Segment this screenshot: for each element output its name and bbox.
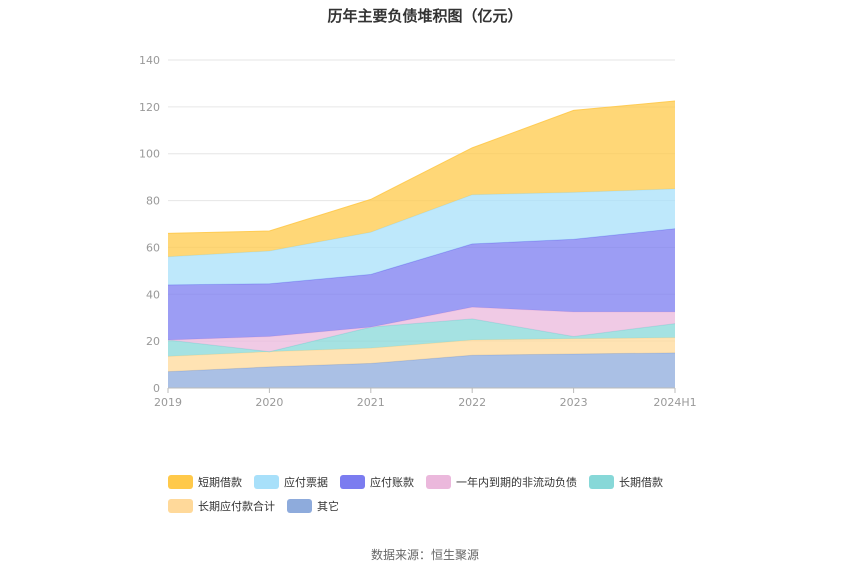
y-tick-label: 120 xyxy=(139,101,160,114)
source-note: 数据来源：恒生聚源 xyxy=(371,547,479,562)
chart-title: 历年主要负债堆积图（亿元） xyxy=(327,7,522,25)
y-tick-label: 100 xyxy=(139,148,160,161)
legend-swatch xyxy=(168,499,193,513)
legend-swatch xyxy=(589,475,614,489)
legend-swatch xyxy=(168,475,193,489)
legend-item[interactable]: 应付票据 xyxy=(254,475,328,489)
legend-item[interactable]: 其它 xyxy=(287,499,339,513)
legend-swatch xyxy=(426,475,451,489)
legend-label: 一年内到期的非流动负债 xyxy=(456,475,577,489)
axes: 0 20 40 60 80 100 120 140 2019 2020 2021 2022 2023 20… xyxy=(139,54,697,409)
legend-item[interactable]: 应付账款 xyxy=(340,475,414,489)
legend-label: 短期借款 xyxy=(198,475,242,489)
legend-label: 应付账款 xyxy=(370,475,414,489)
legend-swatch xyxy=(254,475,279,489)
y-tick-label: 140 xyxy=(139,54,160,67)
y-tick-label: 20 xyxy=(146,335,160,348)
x-tick-label: 2024H1 xyxy=(653,396,696,409)
legend-label: 应付票据 xyxy=(284,475,328,489)
x-tick-label: 2020 xyxy=(255,396,283,409)
area-1 xyxy=(168,337,675,372)
area-3 xyxy=(168,307,675,352)
legend-swatch xyxy=(287,499,312,513)
x-tick-label: 2023 xyxy=(560,396,588,409)
y-tick-label: 40 xyxy=(146,288,160,301)
legend-label: 长期应付款合计 xyxy=(198,499,275,513)
area-edge-6 xyxy=(167,100,676,234)
legend-swatch xyxy=(340,475,365,489)
area-2 xyxy=(168,318,675,357)
area-4 xyxy=(168,228,675,340)
area-5 xyxy=(168,188,675,285)
legend-item[interactable]: 短期借款 xyxy=(168,475,242,489)
legend-label: 长期借款 xyxy=(619,475,663,489)
x-tick-label: 2022 xyxy=(458,396,486,409)
x-tick-label: 2021 xyxy=(357,396,385,409)
y-tick-label: 0 xyxy=(153,382,160,395)
y-tick-label: 60 xyxy=(146,241,160,254)
legend-label: 其它 xyxy=(317,499,339,513)
legend-item[interactable]: 长期应付款合计 xyxy=(168,499,275,513)
area-series xyxy=(167,100,676,388)
y-tick-label: 80 xyxy=(146,195,160,208)
area-0 xyxy=(168,352,675,388)
area-6 xyxy=(168,101,675,257)
legend-item[interactable]: 一年内到期的非流动负债 xyxy=(426,475,577,489)
legend-item[interactable]: 长期借款 xyxy=(589,475,663,489)
x-tick-label: 2019 xyxy=(154,396,182,409)
